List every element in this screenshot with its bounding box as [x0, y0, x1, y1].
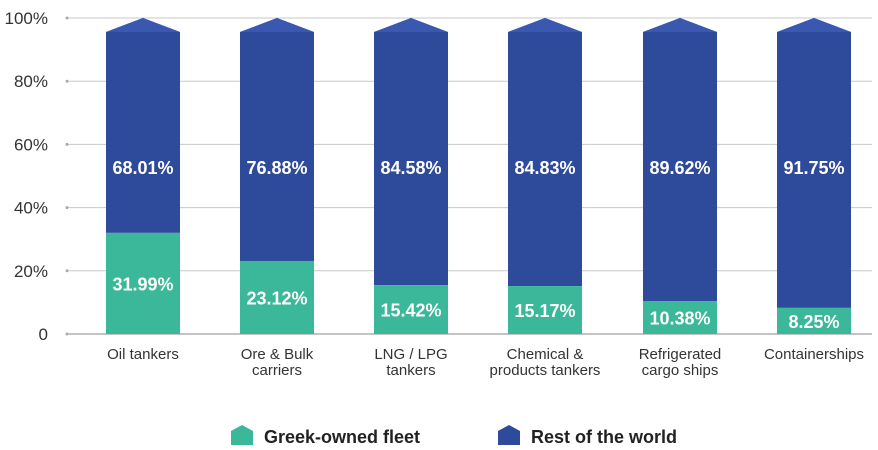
tick-mark-20 [65, 269, 69, 273]
data-label-rest: 84.58% [380, 158, 441, 178]
legend: Greek-owned fleet Rest of the world [231, 425, 677, 447]
bar-greek-owned [106, 232, 180, 334]
bar-greek-owned [777, 307, 851, 334]
y-tick-label: 40% [14, 199, 48, 218]
data-label-greek: 15.42% [380, 301, 441, 321]
grid-lines [65, 16, 872, 336]
bar-greek-owned [508, 286, 582, 334]
category-label: Chemical & [507, 346, 584, 363]
tick-mark-40 [65, 206, 69, 210]
bars: 31.99% 68.01% 23.12% 76.88% 15.42% 84.58% 15.1… [106, 18, 851, 334]
legend-label-rest: Rest of the world [531, 427, 677, 447]
category-label: Ore & Bulk [241, 346, 314, 363]
bar-top-point [508, 18, 582, 32]
bar-rest-of-world [240, 18, 314, 261]
bar-top-point [777, 18, 851, 32]
category-label: LNG / LPG [374, 346, 447, 363]
y-tick-label: 100% [5, 9, 48, 28]
bar-rest-of-world [643, 18, 717, 302]
bar-top-point [643, 18, 717, 32]
legend-label-greek: Greek-owned fleet [264, 427, 420, 447]
category-label: tankers [386, 362, 435, 379]
bar-top-point [106, 18, 180, 32]
y-tick-label: 80% [14, 72, 48, 91]
bar-rest-of-world [777, 18, 851, 308]
data-label-greek: 31.99% [112, 274, 173, 294]
y-tick-label: 20% [14, 262, 48, 281]
data-label-rest: 89.62% [649, 158, 710, 178]
legend-swatch-greek [231, 425, 253, 445]
category-label: carriers [252, 362, 302, 379]
tick-mark-100 [65, 16, 69, 20]
bar-rest-of-world [106, 18, 180, 233]
data-label-greek: 8.25% [788, 312, 839, 332]
bar-greek-owned [643, 301, 717, 334]
category-label: Refrigerated [639, 346, 722, 363]
data-label-greek: 23.12% [246, 288, 307, 308]
data-label-rest: 68.01% [112, 158, 173, 178]
bar-top-point [374, 18, 448, 32]
data-label-rest: 91.75% [783, 158, 844, 178]
tick-mark-80 [65, 79, 69, 83]
tick-mark-60 [65, 142, 69, 146]
bar-top-point [240, 18, 314, 32]
category-label: Oil tankers [107, 346, 179, 363]
bar-greek-owned [374, 285, 448, 334]
bar-greek-owned [240, 260, 314, 334]
data-label-rest: 76.88% [246, 158, 307, 178]
category-label: Containerships [764, 346, 864, 363]
y-tick-label: 0 [39, 325, 48, 344]
category-label: cargo ships [642, 362, 719, 379]
data-label-greek: 15.17% [514, 301, 575, 321]
category-label: products tankers [490, 362, 601, 379]
bar-rest-of-world [508, 18, 582, 287]
y-tick-label: 60% [14, 135, 48, 154]
data-label-rest: 84.83% [514, 158, 575, 178]
tick-mark-0 [65, 332, 69, 336]
data-label-greek: 10.38% [649, 309, 710, 329]
y-axis: 0 20% 40% 60% 80% 100% [5, 9, 48, 344]
bar-rest-of-world [374, 18, 448, 286]
legend-swatch-rest [498, 425, 520, 445]
